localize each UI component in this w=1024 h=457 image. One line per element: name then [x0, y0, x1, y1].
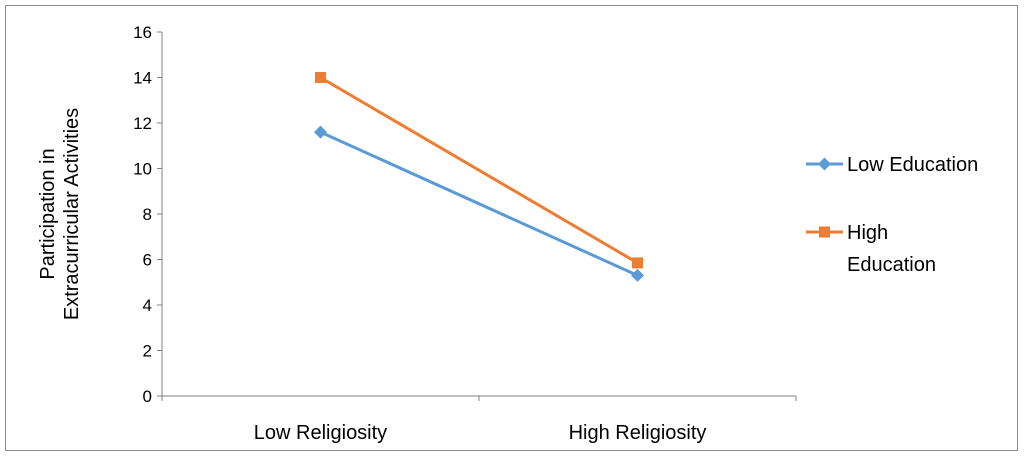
legend-label-line: Education: [847, 254, 936, 276]
y-tick-label: 6: [143, 251, 152, 270]
y-tick-label: 14: [133, 69, 152, 88]
line-chart: 0 2 4 6 8 10 12 14 16 Low Religiosity High Religi…: [37, 23, 978, 444]
data-point: [632, 257, 643, 269]
y-tick-label: 12: [133, 114, 152, 133]
data-point: [314, 125, 327, 139]
legend-marker: [819, 226, 830, 238]
y-axis-title-text: Participation in Extracurricular Activiti…: [37, 108, 83, 320]
y-axis-title: Participation in Extracurricular Activiti…: [37, 108, 83, 320]
x-tick-label: Low Religiosity: [254, 422, 387, 444]
axes: [161, 32, 796, 397]
y-tick-label: 10: [133, 160, 152, 179]
y-tick-label: 4: [143, 296, 152, 315]
legend-label-line: Low Education: [847, 154, 978, 176]
legend-label: Low Education: [847, 154, 978, 176]
data-point: [631, 268, 644, 282]
series-group: [314, 72, 644, 282]
y-tick-label: 8: [143, 205, 152, 224]
y-tick-label: 16: [133, 23, 152, 42]
y-tick-label: 0: [143, 387, 152, 406]
legend-marker: [818, 157, 831, 171]
x-tick-label: High Religiosity: [569, 422, 707, 444]
legend: Low Education High Education: [806, 154, 978, 276]
y-axis-title-line: Extracurricular Activities: [61, 108, 83, 320]
series-low-education: [314, 125, 644, 282]
legend-label: High Education: [847, 222, 936, 276]
series-line: [319, 76, 639, 265]
legend-item: High Education: [806, 222, 936, 276]
y-ticks: 0 2 4 6 8 10 12 14 16: [133, 23, 162, 406]
y-tick-label: 2: [143, 342, 152, 361]
series-high-education: [315, 72, 643, 269]
series-line: [319, 130, 639, 277]
y-axis-title-line: Participation in: [37, 148, 59, 279]
data-point: [315, 72, 326, 83]
x-ticks: Low Religiosity High Religiosity: [161, 396, 797, 444]
legend-item: Low Education: [806, 154, 978, 176]
chart-frame: 0 2 4 6 8 10 12 14 16 Low Religiosity High Religi…: [5, 5, 1018, 451]
legend-label-line: High: [847, 222, 888, 244]
